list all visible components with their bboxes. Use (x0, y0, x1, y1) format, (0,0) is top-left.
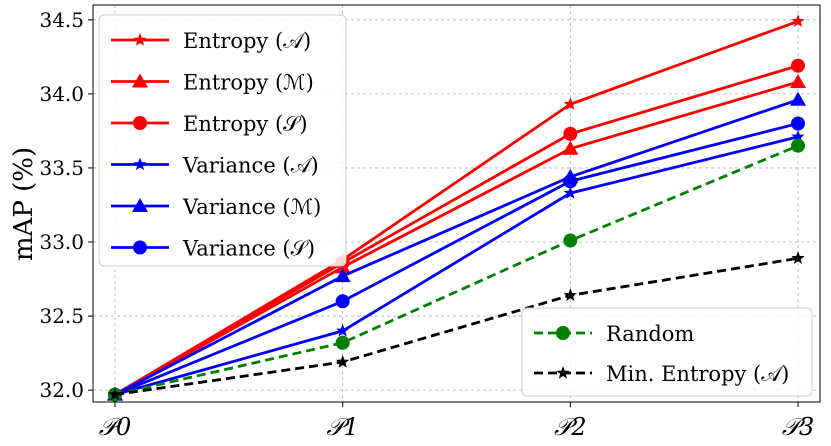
y-tick-label: 33.5 (39, 156, 84, 180)
data-point-circle (563, 233, 578, 248)
legend-frame (521, 307, 813, 397)
y-tick-label: 33.0 (39, 230, 84, 254)
legend-marker-circle (556, 326, 570, 340)
legend-label: Variance (𝒮) (182, 237, 315, 261)
series-line (114, 98, 799, 396)
series-line (114, 64, 799, 396)
legend-item: Random (534, 322, 694, 346)
data-point-triangle (790, 74, 806, 89)
data-point-star (563, 186, 577, 199)
data-point-circle (335, 294, 350, 309)
series-line (114, 144, 799, 396)
legend-label: Variance (𝒜) (182, 154, 319, 178)
legend-marker-circle (133, 116, 147, 130)
data-point-star (336, 355, 350, 368)
data-point-triangle (562, 140, 579, 155)
legend-label: Entropy (ℳ) (183, 71, 314, 95)
legend-upper-left: Entropy (𝒜) Entropy (ℳ) Entropy (𝒮) Varianc… (98, 14, 347, 267)
legend-marker-triangle (132, 73, 148, 88)
legend-label: Entropy (𝒮) (183, 112, 308, 136)
axes: 32.0 32.5 33.0 33.5 34.0 34.5 𝒫0 𝒫1 𝒫2 𝒫3 (39, 8, 814, 441)
y-tick-label: 34.5 (39, 8, 84, 32)
y-tick-label: 34.0 (39, 82, 84, 106)
legend-item: Variance (𝒮) (111, 237, 315, 261)
series-line (114, 256, 799, 396)
series-line (114, 122, 799, 396)
series-line (114, 80, 799, 396)
series-6 (108, 138, 805, 402)
legend-item: Entropy (ℳ) (111, 71, 314, 95)
data-point-circle (791, 58, 805, 73)
legend-label: Min. Entropy (𝒜) (606, 362, 789, 386)
x-tick-label: 𝒫2 (554, 413, 587, 441)
legend-item: Variance (ℳ) (111, 195, 321, 219)
data-point-circle (563, 126, 578, 141)
data-point-star (108, 387, 122, 401)
legend-item: Variance (𝒜) (111, 154, 319, 178)
data-point-circle (335, 335, 350, 350)
data-point-star (336, 323, 350, 337)
data-point-triangle (334, 268, 351, 283)
legend-marker-star (133, 33, 147, 46)
series-line (114, 135, 799, 396)
legend-marker-circle (133, 240, 147, 255)
data-point-circle (791, 138, 805, 153)
data-point-star (563, 288, 577, 302)
data-point-triangle (790, 91, 806, 106)
legend-frame (98, 14, 347, 267)
y-tick-label: 32.0 (39, 378, 84, 402)
legend-item: Entropy (𝒮) (111, 112, 308, 136)
legend-marker-star (556, 366, 570, 379)
legend-marker-triangle (132, 198, 148, 212)
plot-frame (92, 4, 821, 403)
data-point-circle (791, 116, 805, 131)
legend-item: Min. Entropy (𝒜) (534, 362, 789, 386)
x-tick-label: 𝒫0 (99, 413, 132, 441)
data-point-star (563, 97, 577, 110)
legends: Entropy (𝒜) Entropy (ℳ) Entropy (𝒮) Varianc… (98, 14, 813, 397)
data-point-star (791, 129, 805, 143)
legend-label: Random (606, 322, 694, 346)
legend-item: Entropy (𝒜) (111, 29, 311, 53)
legend-label: Entropy (𝒜) (183, 29, 311, 53)
y-tick-label: 32.5 (39, 304, 84, 328)
legend-label: Variance (ℳ) (182, 195, 321, 219)
y-axis-label: mAP (%) (9, 147, 39, 261)
series-layer (107, 14, 806, 402)
data-point-star (791, 251, 805, 264)
x-tick-label: 𝒫3 (782, 413, 815, 441)
data-point-circle (563, 174, 578, 189)
legend-marker-star (133, 157, 147, 171)
x-tick-label: 𝒫1 (326, 413, 359, 441)
series-7 (108, 251, 805, 401)
legend-lower-right: Random Min. Entropy (𝒜) (521, 307, 813, 397)
data-point-star (791, 14, 805, 27)
